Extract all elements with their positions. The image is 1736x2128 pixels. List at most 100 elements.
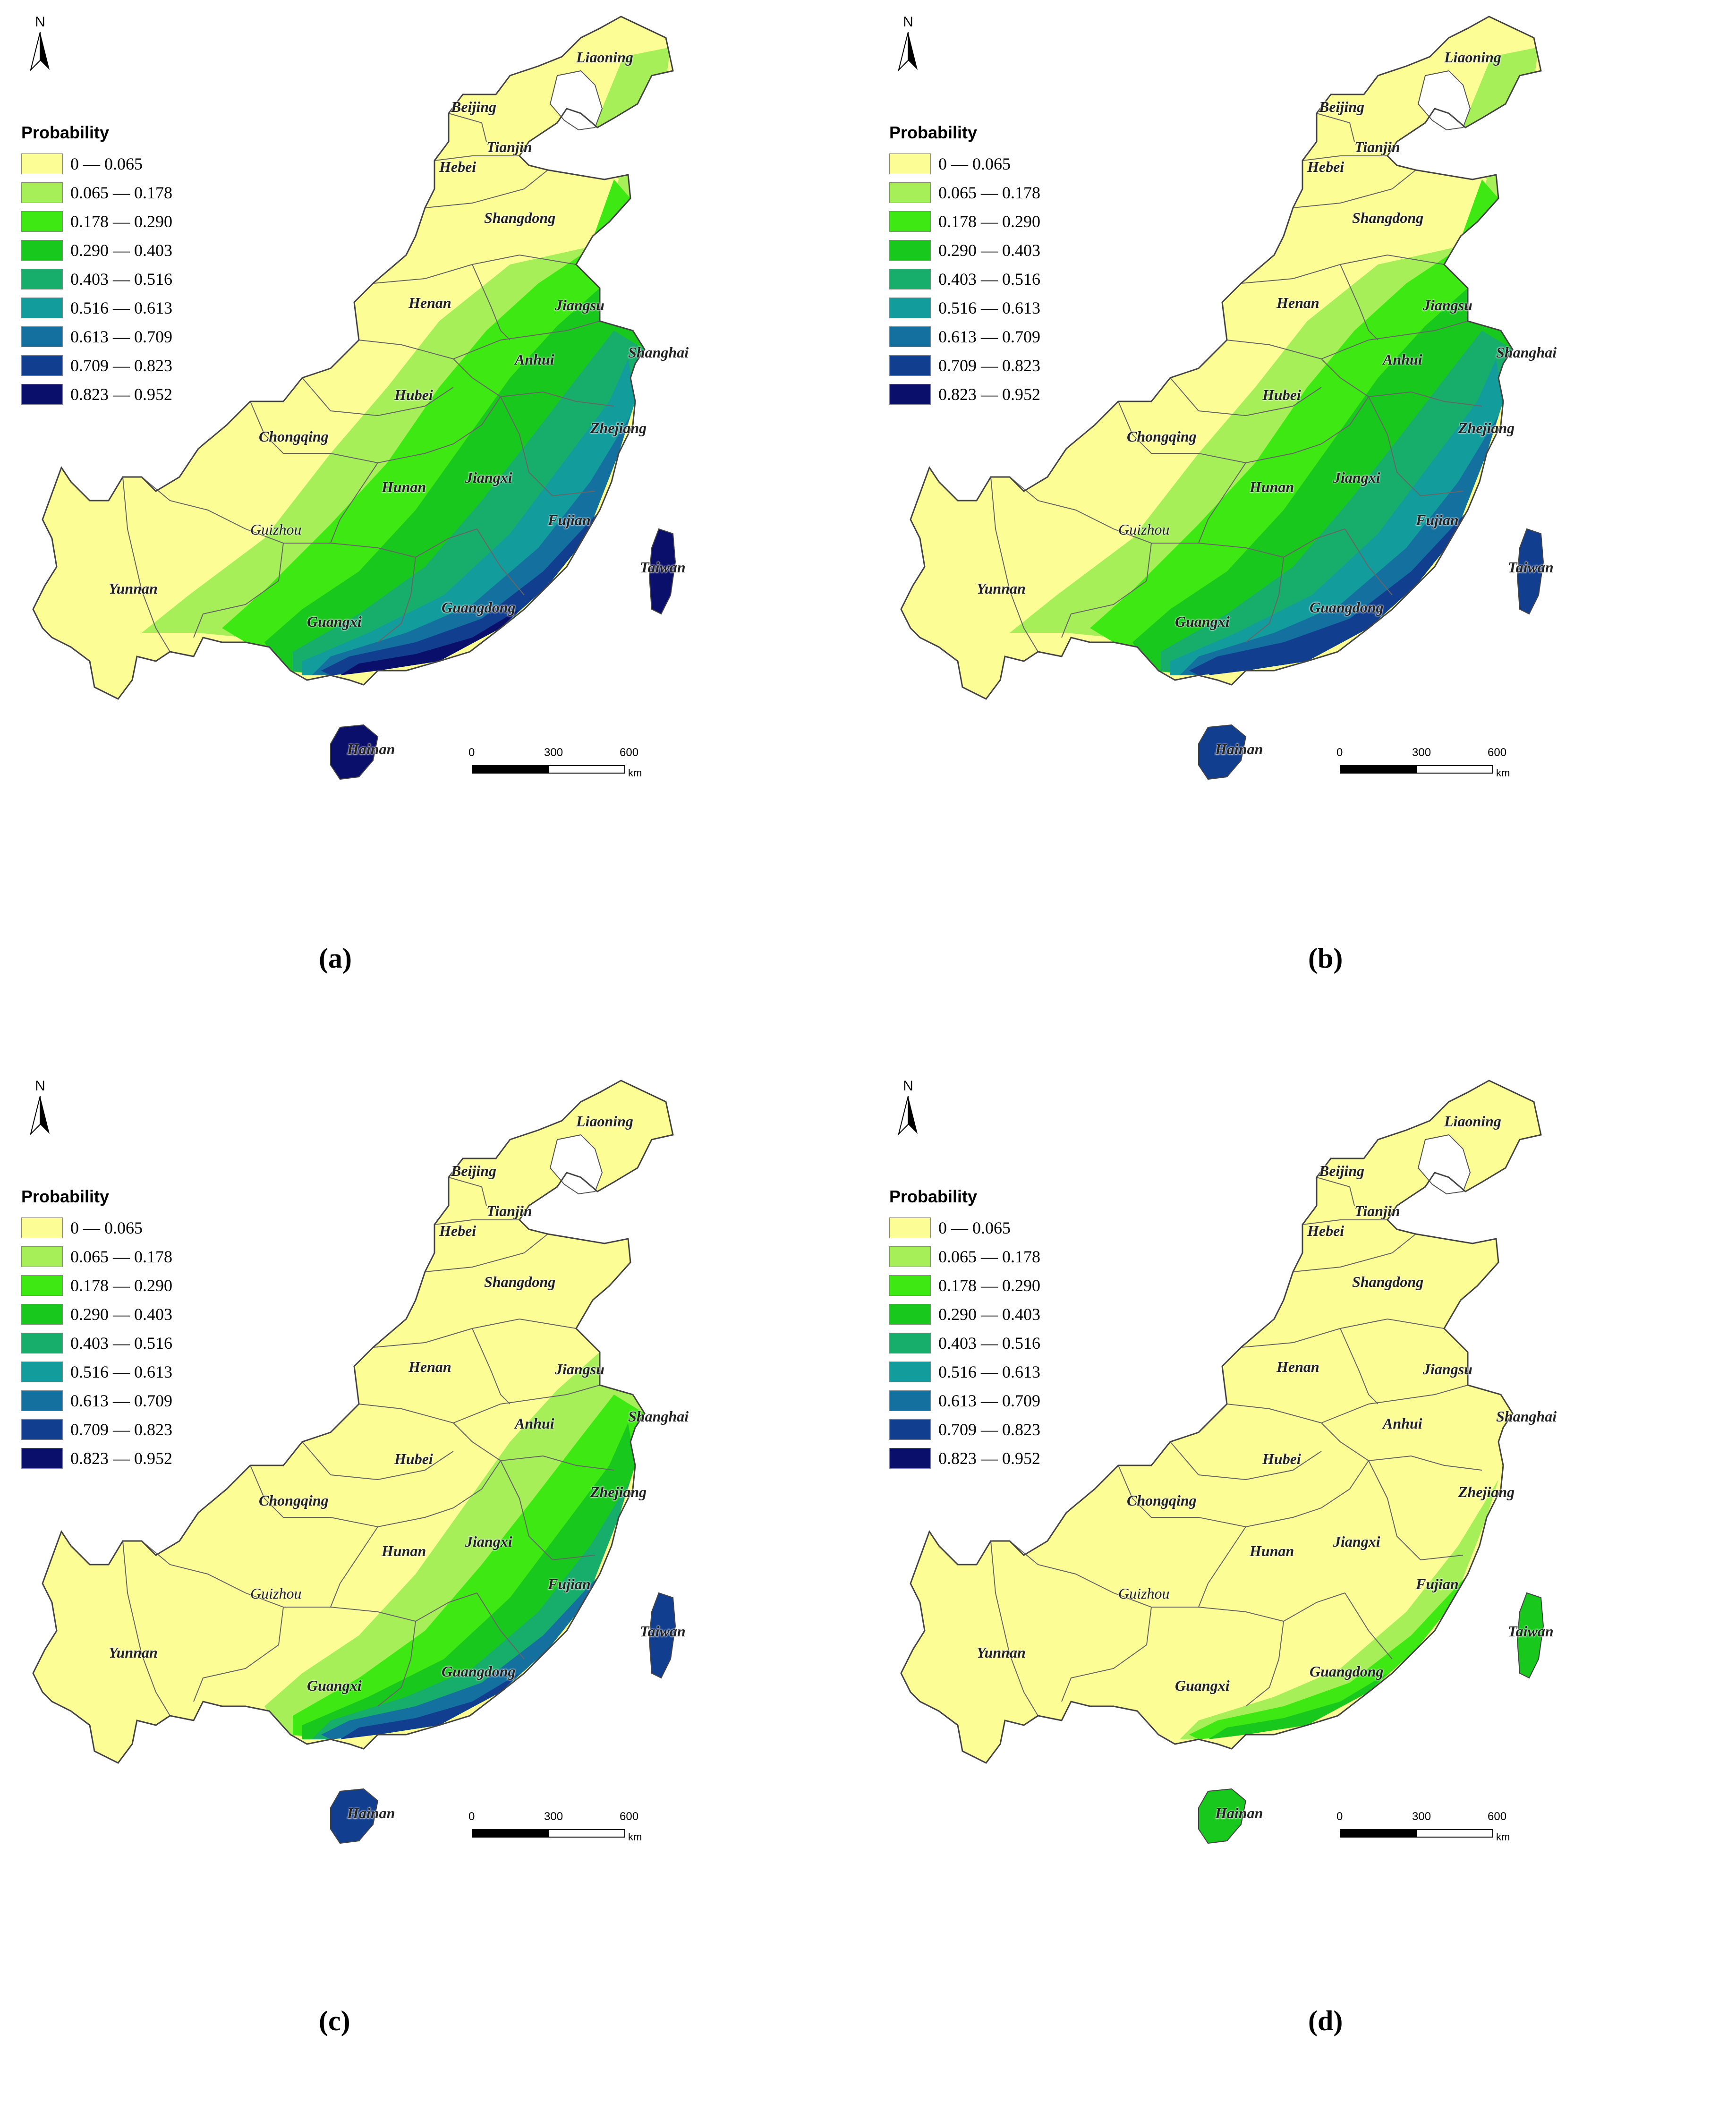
province-label-fujian: Fujian — [1416, 511, 1459, 528]
province-border — [1226, 1385, 1468, 1424]
legend-swatch — [21, 1246, 63, 1267]
legend-range-label: 0.065 — 0.178 — [70, 1247, 172, 1266]
legend-range-label: 0.290 — 0.403 — [938, 1304, 1040, 1324]
legend-swatch — [21, 297, 63, 318]
province-label-taiwan: Taiwan — [1508, 559, 1554, 576]
legend-item: 0 — 0.065 — [889, 1213, 1040, 1242]
legend-swatch — [889, 1332, 931, 1353]
province-border — [472, 1328, 511, 1404]
province-label-hainan: Hainan — [1215, 1805, 1263, 1822]
legend: Probability 0 — 0.065 0.065 — 0.178 0.178 —… — [889, 123, 1040, 409]
legend-swatch — [21, 1332, 63, 1353]
province-label-henan: Henan — [408, 1358, 451, 1375]
province-label-jiangsu: Jiangsu — [1423, 1361, 1472, 1378]
hainan-island — [330, 724, 379, 780]
province-label-hainan: Hainan — [347, 741, 395, 758]
scale-bar-segment — [1416, 765, 1493, 774]
legend-title: Probability — [889, 123, 978, 142]
legend-item: 0.516 — 0.613 — [21, 1357, 172, 1386]
province-label-chongqing: Chongqing — [259, 428, 329, 445]
province-label-jiangsu: Jiangsu — [1423, 297, 1472, 314]
legend-item: 0.178 — 0.290 — [21, 1271, 172, 1300]
legend-item: 0.823 — 0.952 — [21, 380, 172, 409]
legend-swatch — [21, 1303, 63, 1325]
legend-item: 0.613 — 0.709 — [889, 1386, 1040, 1415]
province-label-hunan: Hunan — [382, 1542, 426, 1559]
scale-bar: 0 300 600 km — [468, 1810, 642, 1848]
north-arrow-icon: N — [28, 14, 57, 72]
legend-range-label: 0.403 — 0.516 — [938, 1333, 1040, 1353]
legend-swatch — [889, 1390, 931, 1411]
legend-item: 0.290 — 0.403 — [21, 1300, 172, 1328]
panel-caption: (b) — [1308, 943, 1343, 974]
probability-band-8 — [340, 1673, 519, 1739]
province-label-shangdong: Shangdong — [484, 1273, 556, 1290]
legend-range-label: 0.823 — 0.952 — [70, 1448, 172, 1468]
province-border — [434, 1219, 519, 1225]
province-label-hunan: Hunan — [1250, 1542, 1294, 1559]
north-label: N — [35, 14, 45, 30]
legend-item: 0.290 — 0.403 — [889, 236, 1040, 264]
probability-band-8 — [1208, 609, 1387, 675]
province-label-shangdong: Shangdong — [1352, 1273, 1424, 1290]
legend-range-label: 0.178 — 0.290 — [70, 212, 172, 231]
province-label-guizhou: Guizhou — [250, 521, 302, 538]
scale-bar-segment — [548, 765, 625, 774]
province-label-liaoning: Liaoning — [576, 49, 633, 66]
legend-range-label: 0.290 — 0.403 — [70, 1304, 172, 1324]
province-border — [193, 1607, 284, 1702]
province-label-anhui: Anhui — [1383, 351, 1422, 368]
province-border — [1009, 1541, 1345, 1622]
legend-item: 0.065 — 0.178 — [21, 178, 172, 207]
province-border — [141, 477, 477, 558]
legend-range-label: 0.516 — 0.613 — [70, 298, 172, 317]
legend-range-label: 0 — 0.065 — [938, 154, 1011, 173]
legend-swatch — [21, 1390, 63, 1411]
province-label-chongqing: Chongqing — [259, 1492, 329, 1509]
scale-bar: 0 300 600 km — [1336, 1810, 1510, 1848]
province-label-shangdong: Shangdong — [1352, 209, 1424, 226]
north-arrow-icon: N — [896, 1078, 925, 1136]
province-border — [1368, 396, 1464, 497]
scale-tick-label: 600 — [1488, 1810, 1507, 1823]
province-border — [425, 170, 548, 208]
province-border — [377, 1621, 416, 1707]
legend-swatch — [889, 182, 931, 203]
province-label-hebei: Hebei — [1307, 1222, 1345, 1239]
province-border — [1170, 377, 1322, 417]
province-border — [990, 1541, 1038, 1716]
province-label-anhui: Anhui — [515, 1415, 554, 1432]
province-label-guangdong: Guangdong — [442, 1663, 516, 1680]
province-label-shanghai: Shanghai — [1496, 344, 1557, 361]
province-border — [302, 377, 454, 417]
legend-item: 0.065 — 0.178 — [21, 1242, 172, 1271]
province-border — [1345, 528, 1393, 596]
legend-range-label: 0 — 0.065 — [70, 1218, 143, 1237]
scale-tick-label: 300 — [1412, 746, 1431, 759]
legend-item: 0.709 — 0.823 — [889, 351, 1040, 380]
scale-tick-label: 0 — [1336, 746, 1343, 759]
province-label-anhui: Anhui — [1383, 1415, 1422, 1432]
legend-range-label: 0 — 0.065 — [938, 1218, 1011, 1237]
province-label-beijing: Beijing — [451, 98, 497, 115]
province-border — [122, 477, 170, 652]
map-panel-c: N Probability 0 — 0.065 0.065 — 0.178 0.178 … — [0, 1064, 868, 2128]
province-border — [477, 1592, 525, 1660]
legend-swatch — [21, 182, 63, 203]
probability-map — [32, 16, 676, 780]
province-label-guangdong: Guangdong — [1310, 599, 1384, 616]
legend-item: 0.403 — 0.516 — [889, 264, 1040, 293]
province-label-fujian: Fujian — [1416, 1575, 1459, 1592]
legend-swatch — [21, 1361, 63, 1382]
province-border — [1245, 1621, 1284, 1707]
province-label-jiangxi: Jiangxi — [465, 1533, 512, 1550]
province-label-liaoning: Liaoning — [1444, 49, 1501, 66]
province-border — [1198, 462, 1246, 544]
province-label-hebei: Hebei — [1307, 158, 1345, 175]
province-border — [1321, 1422, 1482, 1471]
legend-item: 0.290 — 0.403 — [21, 236, 172, 264]
legend-title: Probability — [21, 123, 110, 142]
province-border — [1345, 1592, 1393, 1660]
province-border — [122, 1541, 170, 1716]
province-label-guizhou: Guizhou — [1118, 1585, 1170, 1602]
